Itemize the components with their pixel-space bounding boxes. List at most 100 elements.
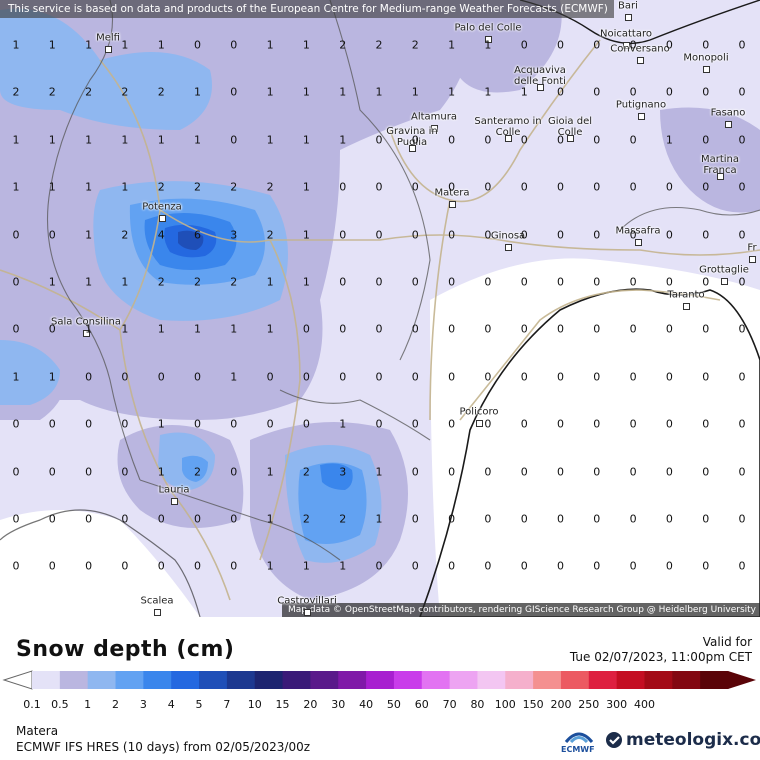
grid-value: 0 (339, 180, 347, 194)
grid-value: 0 (557, 133, 564, 147)
grid-value: 0 (411, 228, 419, 242)
grid-value: 0 (448, 465, 456, 479)
grid-value: 0 (448, 512, 456, 526)
grid-value: 0 (302, 417, 310, 431)
city-marker (717, 173, 724, 180)
grid-value: 1 (339, 133, 347, 147)
grid-value: 1 (12, 38, 20, 52)
grid-value: 0 (665, 85, 673, 99)
grid-value: 0 (157, 559, 165, 573)
grid-value: 2 (266, 228, 274, 242)
grid-value: 1 (266, 38, 274, 52)
grid-value: 0 (738, 275, 746, 289)
grid-value: 2 (339, 38, 347, 52)
grid-value: 0 (702, 133, 710, 147)
city-label: Fr (747, 242, 757, 254)
grid-value: 1 (302, 85, 310, 99)
grid-value: 0 (738, 465, 746, 479)
colorbar-swatch (672, 671, 701, 689)
city-label: Conversano (610, 43, 670, 55)
grid-value: 0 (629, 180, 637, 194)
grid-value: 2 (230, 180, 238, 194)
grid-value: 0 (48, 465, 56, 479)
grid-value: 0 (375, 180, 383, 194)
grid-value: 3 (339, 465, 347, 479)
grid-value: 0 (520, 559, 528, 573)
grid-value: 0 (520, 322, 528, 336)
map-attribution[interactable]: Map data © OpenStreetMap contributors, r… (282, 603, 760, 617)
grid-value: 2 (157, 180, 165, 194)
grid-value: 1 (157, 322, 165, 336)
grid-value: 0 (593, 370, 601, 384)
colorbar-swatch (560, 671, 590, 689)
grid-value: 0 (702, 370, 710, 384)
grid-value: 0 (702, 38, 710, 52)
grid-value: 0 (339, 370, 347, 384)
city-label: Monopoli (683, 52, 729, 64)
grid-value: 0 (629, 133, 637, 147)
grid-value: 2 (12, 85, 20, 99)
colorbar-swatch (171, 671, 200, 689)
grid-value: 0 (520, 370, 528, 384)
colorbar-max-arrow (728, 671, 756, 689)
grid-value: 0 (629, 512, 637, 526)
colorbar-tick-label: 20 (303, 698, 318, 711)
grid-value: 0 (629, 228, 637, 242)
grid-value: 0 (411, 133, 419, 147)
grid-value: 1 (484, 38, 492, 52)
grid-value: 0 (375, 133, 383, 147)
city-label: Putignano (615, 99, 667, 111)
city-marker (505, 135, 512, 142)
grid-value: 2 (121, 85, 129, 99)
grid-value: 0 (411, 370, 419, 384)
grid-value: 2 (157, 85, 165, 99)
grid-value: 1 (121, 180, 129, 194)
grid-value: 0 (230, 133, 238, 147)
city-label: Castrovillari (277, 595, 337, 607)
ecmwf-logo[interactable] (560, 724, 598, 758)
meteologix-logo-icon[interactable] (604, 729, 754, 751)
grid-value: 0 (48, 417, 56, 431)
grid-value: 0 (738, 38, 746, 52)
grid-value: 1 (375, 465, 383, 479)
grid-value: 0 (520, 228, 528, 242)
grid-value: 0 (557, 512, 564, 526)
valid-time: Tue 02/07/2023, 11:00pm CET (569, 650, 752, 664)
grid-value: 2 (230, 275, 238, 289)
grid-value: 0 (194, 559, 201, 573)
grid-value: 0 (593, 38, 601, 52)
grid-value: 0 (12, 559, 20, 573)
grid-value: 0 (738, 322, 746, 336)
grid-value: 1 (48, 133, 56, 147)
city-label: Melfi (96, 32, 120, 44)
colorbar-swatch (59, 671, 89, 689)
grid-value: 0 (557, 370, 564, 384)
grid-value: 0 (12, 228, 20, 242)
grid-value: 0 (738, 417, 746, 431)
grid-value: 0 (593, 275, 601, 289)
colorbar-tick-label: 70 (442, 698, 457, 711)
grid-value: 0 (593, 417, 601, 431)
grid-value: 2 (375, 38, 383, 52)
grid-value: 1 (302, 180, 310, 194)
grid-value: 0 (484, 370, 492, 384)
grid-value: 2 (121, 228, 129, 242)
snow-depth-map[interactable]: This service is based on data and produc… (0, 0, 760, 617)
city-marker (105, 46, 112, 53)
colorbar-swatch (310, 671, 339, 689)
colorbar-tick-label: 3 (139, 698, 147, 711)
colorbar-tick-label: 100 (494, 698, 516, 711)
grid-value: 0 (629, 370, 637, 384)
grid-value: 1 (520, 85, 528, 99)
meteologix-brand[interactable]: meteologix.com (626, 730, 760, 750)
colorbar-swatch (588, 671, 618, 689)
grid-value: 1 (302, 275, 310, 289)
grid-value: 0 (230, 85, 238, 99)
grid-value: 0 (411, 559, 419, 573)
grid-value: 1 (230, 370, 238, 384)
colorbar-swatch (366, 671, 395, 689)
grid-value: 0 (593, 322, 601, 336)
city-label: Massafra (615, 225, 661, 237)
grid-value: 1 (230, 322, 238, 336)
grid-value: 1 (302, 559, 310, 573)
